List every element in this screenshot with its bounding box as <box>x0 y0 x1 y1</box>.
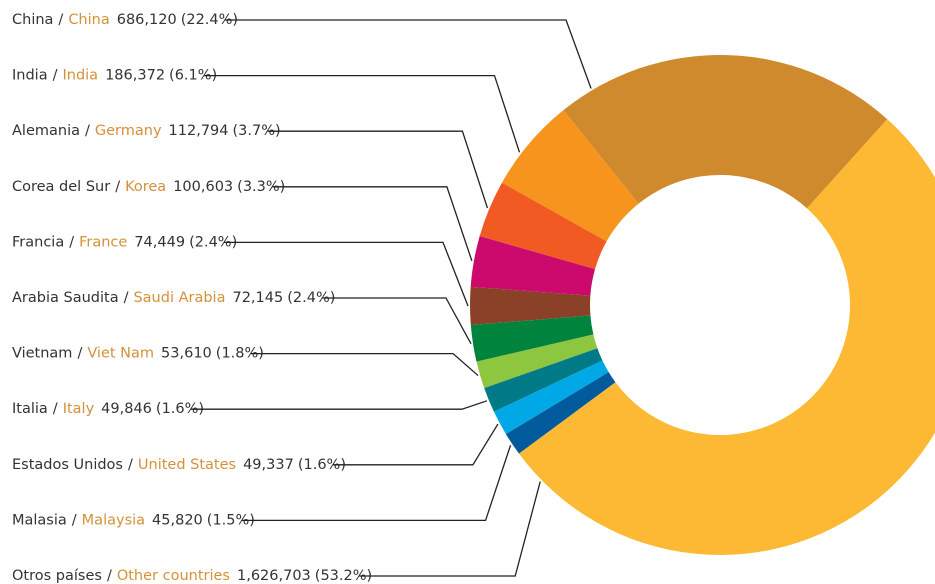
leader-line <box>332 423 499 466</box>
label-separator: / <box>58 12 63 28</box>
value-label: 72,145 <box>232 290 283 306</box>
label-separator: / <box>77 346 82 362</box>
percent-label: (3.3%) <box>237 179 285 195</box>
label-es: Estados Unidos <box>12 457 123 473</box>
label-es: Vietnam <box>12 346 72 362</box>
value-label: 49,337 <box>243 457 294 473</box>
value-label: 74,449 <box>134 234 185 250</box>
label-separator: / <box>115 179 120 195</box>
label-es: Arabia Saudita <box>12 290 119 306</box>
percent-label: (1.6%) <box>156 401 204 417</box>
slice <box>479 182 607 270</box>
value-label: 686,120 <box>117 12 177 28</box>
slice-label: Corea del Sur / Korea 100,603 (3.3%) <box>12 179 285 195</box>
slice <box>505 372 616 454</box>
label-en: Saudi Arabia <box>133 290 225 306</box>
donut <box>470 55 935 555</box>
value-label: 100,603 <box>173 179 233 195</box>
label-en: Other countries <box>117 568 230 584</box>
slice-label: Malasia / Malaysia 45,820 (1.5%) <box>12 512 255 528</box>
value-label: 1,626,703 <box>237 568 311 584</box>
label-separator: / <box>124 290 129 306</box>
slice-label: Estados Unidos / United States 49,337 (1.6%) <box>12 457 346 473</box>
percent-label: (6.1%) <box>169 68 217 84</box>
label-es: Italia <box>12 401 48 417</box>
labels: China / China 686,120 (22.4%)India / India 186,… <box>12 12 592 584</box>
slice-label: Alemania / Germany 112,794 (3.7%) <box>12 123 281 139</box>
percent-label: (2.4%) <box>189 234 237 250</box>
label-es: China <box>12 12 53 28</box>
slice <box>501 110 639 242</box>
label-separator: / <box>128 457 133 473</box>
percent-label: (1.5%) <box>207 512 255 528</box>
slice <box>518 119 935 555</box>
leader-line <box>224 241 469 307</box>
slice <box>470 315 594 362</box>
label-separator: / <box>72 512 77 528</box>
label-en: Malaysia <box>82 512 145 528</box>
leader-line <box>204 74 521 153</box>
label-separator: / <box>107 568 112 584</box>
label-separator: / <box>53 401 58 417</box>
percent-label: (53.2%) <box>315 568 372 584</box>
leader-line <box>322 297 472 345</box>
label-separator: / <box>85 123 90 139</box>
slice <box>470 286 591 326</box>
label-en: France <box>79 234 127 250</box>
label-es: Corea del Sur <box>12 179 110 195</box>
slice-label: China / China 686,120 (22.4%) <box>12 12 238 28</box>
label-en: United States <box>138 457 236 473</box>
label-en: Germany <box>95 123 162 139</box>
leader-line <box>272 186 473 262</box>
percent-label: (22.4%) <box>181 12 238 28</box>
label-es: India <box>12 68 48 84</box>
label-en: Korea <box>125 179 166 195</box>
percent-label: (1.8%) <box>216 346 264 362</box>
percent-label: (2.4%) <box>287 290 335 306</box>
slice-label: Otros países / Other countries 1,626,703 (53… <box>12 568 372 584</box>
label-es: Malasia <box>12 512 67 528</box>
slice <box>493 360 609 435</box>
slice <box>470 236 596 296</box>
leader-line <box>225 19 592 89</box>
slice-label: Francia / France 74,449 (2.4%) <box>12 234 237 250</box>
slice <box>484 348 603 412</box>
slice-label: Italia / Italy 49,846 (1.6%) <box>12 401 204 417</box>
value-label: 49,846 <box>101 401 152 417</box>
slice-label: India / India 186,372 (6.1%) <box>12 68 217 84</box>
slice <box>563 55 888 209</box>
label-es: Alemania <box>12 123 80 139</box>
label-en: Viet Nam <box>87 346 154 362</box>
leader-line <box>267 130 489 209</box>
label-separator: / <box>53 68 58 84</box>
percent-label: (3.7%) <box>233 123 281 139</box>
leader-line <box>241 444 512 522</box>
value-label: 186,372 <box>105 68 165 84</box>
percent-label: (1.6%) <box>298 457 346 473</box>
value-label: 45,820 <box>152 512 203 528</box>
slice <box>476 334 598 389</box>
value-label: 112,794 <box>169 123 229 139</box>
leader-line <box>359 481 541 577</box>
label-en: China <box>68 12 109 28</box>
label-en: Italy <box>63 401 95 417</box>
leader-line <box>250 352 479 377</box>
slice-label: Arabia Saudita / Saudi Arabia 72,145 (2.4%) <box>12 290 335 306</box>
slice-label: Vietnam / Viet Nam 53,610 (1.8%) <box>12 346 264 362</box>
label-es: Otros países <box>12 568 102 584</box>
value-label: 53,610 <box>161 346 212 362</box>
label-separator: / <box>69 234 74 250</box>
donut-hole <box>590 175 850 435</box>
label-es: Francia <box>12 234 64 250</box>
label-en: India <box>62 68 98 84</box>
leader-line <box>191 400 488 410</box>
